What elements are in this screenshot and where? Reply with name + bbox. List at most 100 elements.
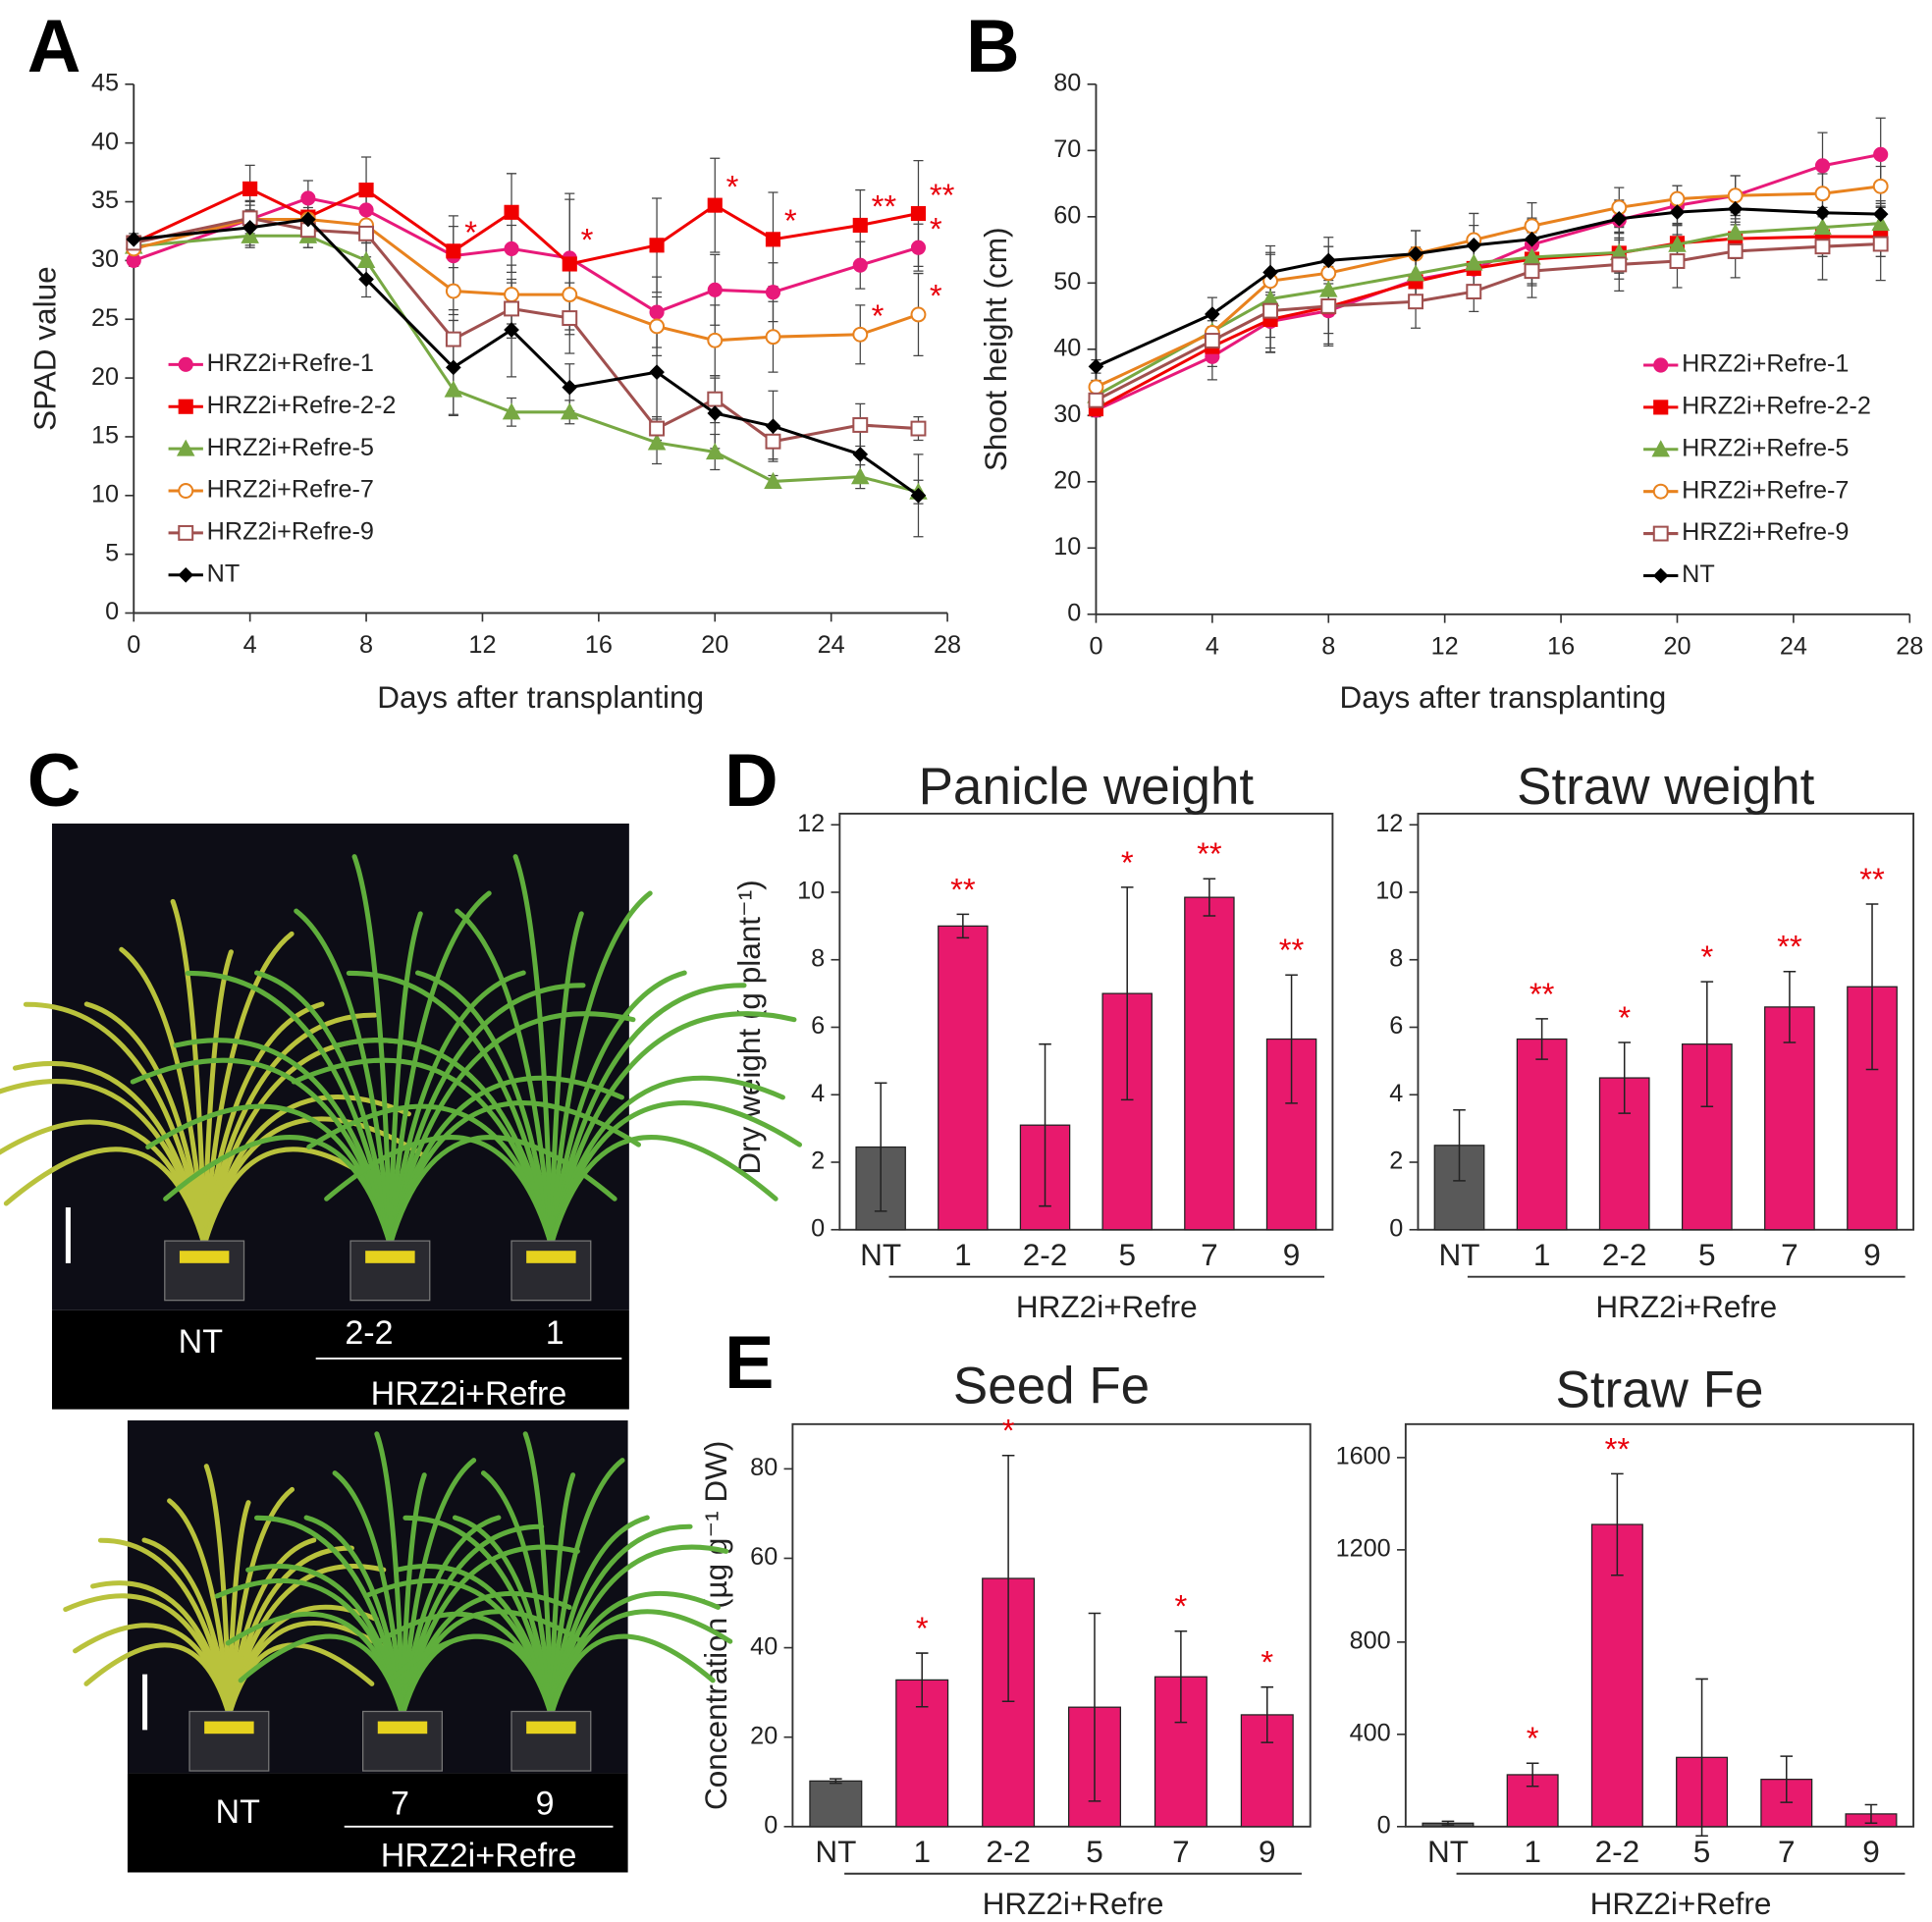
x-tick-label: 28 <box>934 631 961 659</box>
leaf <box>548 911 584 1248</box>
significance-label: ** <box>1605 1430 1631 1467</box>
leaf <box>294 908 393 1248</box>
y-tick-label: 80 <box>750 1454 778 1481</box>
y-tick-label: 35 <box>91 187 119 214</box>
leaf <box>548 1633 716 1718</box>
y-tick-label: 2 <box>1389 1148 1403 1175</box>
marker <box>242 220 258 236</box>
x-tick-label: 4 <box>1206 633 1219 661</box>
x-tick-label: 9 <box>1862 1834 1880 1869</box>
x-tick-label: 28 <box>1896 633 1923 661</box>
x-tick-label: 12 <box>468 631 496 659</box>
y-tick-label: 20 <box>1053 466 1081 494</box>
leaf <box>387 911 423 1248</box>
leaf <box>201 1001 325 1248</box>
x-tick-label: NT <box>815 1834 856 1869</box>
legend-marker <box>178 483 194 499</box>
series-line <box>134 234 919 494</box>
x-tick-label: 9 <box>1283 1237 1301 1272</box>
marker <box>649 318 666 335</box>
marker <box>1814 204 1831 221</box>
marker <box>910 306 927 323</box>
leaf <box>548 890 653 1248</box>
marker <box>1406 264 1425 282</box>
panel-label: C <box>27 739 81 823</box>
group-label: HRZ2i+Refre <box>1016 1289 1198 1324</box>
marker <box>1872 236 1889 252</box>
y-tick-label: 4 <box>811 1080 825 1107</box>
leaf <box>548 1458 625 1718</box>
significance-label: ** <box>872 188 897 225</box>
marker <box>765 418 781 435</box>
error-bar <box>1441 1820 1455 1826</box>
significance-label: * <box>1174 1588 1187 1625</box>
x-tick-label: 24 <box>1780 633 1807 661</box>
photo-label: 9 <box>536 1785 555 1822</box>
y-tick-label: 10 <box>1375 878 1403 905</box>
leaf <box>170 898 207 1248</box>
x-tick-label: 1 <box>954 1237 972 1272</box>
significance-label: * <box>581 221 594 257</box>
marker <box>1814 158 1831 174</box>
x-tick-label: 0 <box>127 631 140 659</box>
group-label: HRZ2i+Refre <box>983 1886 1164 1921</box>
leaf <box>201 931 295 1248</box>
marker <box>1872 206 1889 222</box>
photo-label: 2-2 <box>345 1314 393 1352</box>
significance-label: * <box>872 297 885 334</box>
significance-label: ** <box>1777 929 1802 965</box>
marker <box>504 322 519 338</box>
y-tick-label: 70 <box>1053 135 1081 163</box>
leaf <box>201 949 234 1248</box>
pot <box>188 1710 270 1772</box>
legend-marker <box>178 356 193 372</box>
error-bar <box>956 913 970 939</box>
marker <box>1814 186 1831 202</box>
significance-label: * <box>930 278 942 314</box>
leaf <box>351 854 393 1248</box>
y-tick-label: 25 <box>91 304 119 332</box>
marker <box>300 211 316 228</box>
significance-label: * <box>1121 844 1134 881</box>
y-tick-label: 1200 <box>1336 1535 1391 1563</box>
marker <box>707 391 724 407</box>
marker <box>707 332 724 348</box>
marker <box>1611 256 1628 273</box>
x-tick-label: 2-2 <box>986 1834 1031 1869</box>
leaf <box>12 1061 207 1248</box>
marker <box>707 282 723 297</box>
marker <box>1088 358 1104 375</box>
marker <box>1204 333 1220 348</box>
marker <box>356 250 376 268</box>
legend-label: HRZ2i+Refre-7 <box>207 476 374 504</box>
pot-tag <box>179 1251 230 1263</box>
marker <box>649 238 665 253</box>
leaf <box>522 1431 554 1718</box>
pot <box>510 1710 592 1772</box>
marker <box>1320 297 1337 314</box>
error-bar <box>1700 981 1714 1108</box>
marker <box>910 240 927 255</box>
x-tick-label: NT <box>1439 1237 1480 1272</box>
series-line <box>1095 222 1881 398</box>
x-tick-label: 7 <box>1201 1237 1218 1272</box>
significance-label: ** <box>1859 861 1885 897</box>
marker <box>765 232 781 247</box>
error-bar <box>1611 1472 1624 1576</box>
photo-label: 1 <box>546 1314 564 1352</box>
y-tick-label: 60 <box>1053 201 1081 229</box>
series-line <box>1095 207 1881 368</box>
marker <box>502 402 521 420</box>
marker <box>1466 238 1482 253</box>
marker <box>445 331 461 347</box>
x-tick-label: 5 <box>1118 1237 1136 1272</box>
marker <box>852 257 868 273</box>
x-tick-label: 2-2 <box>1602 1237 1647 1272</box>
leaf <box>332 1470 405 1718</box>
y-tick-label: 40 <box>91 128 119 155</box>
leaf <box>23 1001 207 1248</box>
marker <box>1320 265 1337 282</box>
leaf <box>512 854 554 1248</box>
y-tick-label: 10 <box>1053 533 1081 561</box>
series-line <box>133 187 919 266</box>
